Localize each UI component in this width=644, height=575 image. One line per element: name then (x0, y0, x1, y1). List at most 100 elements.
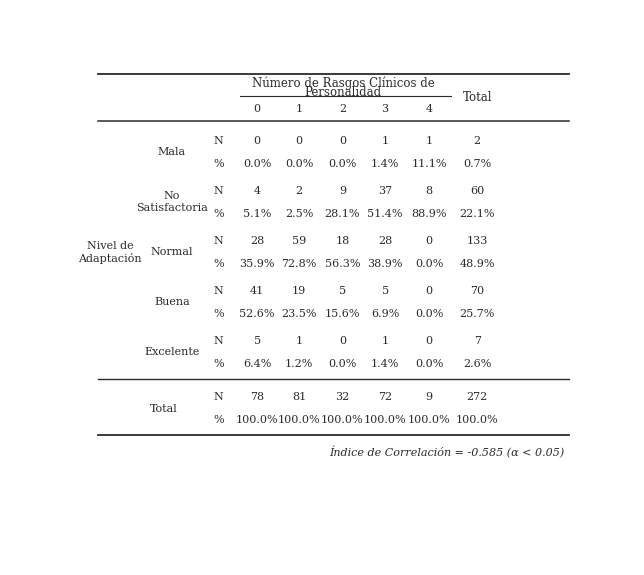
Text: Excelente: Excelente (144, 347, 200, 357)
Text: 22.1%: 22.1% (460, 209, 495, 218)
Text: 1.4%: 1.4% (371, 159, 399, 168)
Text: 72: 72 (378, 392, 392, 402)
Text: 52.6%: 52.6% (240, 309, 275, 319)
Text: 32: 32 (336, 392, 350, 402)
Text: N: N (214, 286, 223, 296)
Text: 28: 28 (378, 236, 392, 246)
Text: 38.9%: 38.9% (367, 259, 403, 269)
Text: 0: 0 (339, 336, 346, 346)
Text: 5: 5 (254, 336, 261, 346)
Text: 7: 7 (474, 336, 481, 346)
Text: 0: 0 (426, 336, 433, 346)
Text: 60: 60 (470, 186, 484, 196)
Text: 1: 1 (381, 336, 388, 346)
Text: 133: 133 (467, 236, 488, 246)
Text: %: % (213, 359, 223, 369)
Text: 0.0%: 0.0% (243, 159, 271, 168)
Text: 59: 59 (292, 236, 306, 246)
Text: 2.5%: 2.5% (285, 209, 313, 218)
Text: Mala: Mala (158, 147, 186, 157)
Text: Buena: Buena (154, 297, 190, 307)
Text: 9: 9 (339, 186, 346, 196)
Text: 2: 2 (339, 104, 346, 114)
Text: 72.8%: 72.8% (281, 259, 317, 269)
Text: 1: 1 (296, 336, 303, 346)
Text: 1.2%: 1.2% (285, 359, 313, 369)
Text: 8: 8 (426, 186, 433, 196)
Text: %: % (213, 309, 223, 319)
Text: 0.0%: 0.0% (415, 259, 444, 269)
Text: %: % (213, 209, 223, 218)
Text: Nivel de
Adaptación: Nivel de Adaptación (78, 241, 142, 264)
Text: 6.9%: 6.9% (371, 309, 399, 319)
Text: 1.4%: 1.4% (371, 359, 399, 369)
Text: %: % (213, 415, 223, 425)
Text: 51.4%: 51.4% (367, 209, 403, 218)
Text: 6.4%: 6.4% (243, 359, 271, 369)
Text: 81: 81 (292, 392, 306, 402)
Text: N: N (214, 236, 223, 246)
Text: Total: Total (150, 404, 178, 413)
Text: 0.0%: 0.0% (285, 159, 313, 168)
Text: 0: 0 (254, 104, 261, 114)
Text: 0.7%: 0.7% (463, 159, 491, 168)
Text: %: % (213, 159, 223, 168)
Text: No
Satisfactoria: No Satisfactoria (136, 191, 208, 213)
Text: 15.6%: 15.6% (325, 309, 360, 319)
Text: 100.0%: 100.0% (278, 415, 320, 425)
Text: N: N (214, 186, 223, 196)
Text: 0: 0 (296, 136, 303, 145)
Text: Índice de Correlación = -0.585 (α < 0.05): Índice de Correlación = -0.585 (α < 0.05… (330, 446, 565, 458)
Text: 78: 78 (250, 392, 264, 402)
Text: 28: 28 (250, 236, 264, 246)
Text: %: % (213, 259, 223, 269)
Text: Número de Rasgos Clínicos de: Número de Rasgos Clínicos de (252, 76, 435, 90)
Text: 0.0%: 0.0% (415, 359, 444, 369)
Text: 5.1%: 5.1% (243, 209, 271, 218)
Text: 28.1%: 28.1% (325, 209, 360, 218)
Text: 272: 272 (467, 392, 488, 402)
Text: 1: 1 (426, 136, 433, 145)
Text: 48.9%: 48.9% (460, 259, 495, 269)
Text: Normal: Normal (151, 247, 193, 257)
Text: 35.9%: 35.9% (240, 259, 275, 269)
Text: 2: 2 (296, 186, 303, 196)
Text: 23.5%: 23.5% (281, 309, 317, 319)
Text: 0: 0 (426, 236, 433, 246)
Text: N: N (214, 136, 223, 145)
Text: 4: 4 (426, 104, 433, 114)
Text: Total: Total (462, 91, 492, 104)
Text: 88.9%: 88.9% (412, 209, 447, 218)
Text: 3: 3 (381, 104, 388, 114)
Text: 1: 1 (381, 136, 388, 145)
Text: 100.0%: 100.0% (408, 415, 451, 425)
Text: 0.0%: 0.0% (415, 309, 444, 319)
Text: Personalidad: Personalidad (305, 86, 382, 98)
Text: 0: 0 (254, 136, 261, 145)
Text: 37: 37 (378, 186, 392, 196)
Text: 56.3%: 56.3% (325, 259, 360, 269)
Text: 5: 5 (339, 286, 346, 296)
Text: 100.0%: 100.0% (456, 415, 498, 425)
Text: 5: 5 (381, 286, 388, 296)
Text: N: N (214, 336, 223, 346)
Text: 100.0%: 100.0% (236, 415, 278, 425)
Text: 0: 0 (339, 136, 346, 145)
Text: 0: 0 (426, 286, 433, 296)
Text: 25.7%: 25.7% (460, 309, 495, 319)
Text: 4: 4 (254, 186, 261, 196)
Text: N: N (214, 392, 223, 402)
Text: 0.0%: 0.0% (328, 359, 357, 369)
Text: 9: 9 (426, 392, 433, 402)
Text: 41: 41 (250, 286, 264, 296)
Text: 2: 2 (474, 136, 481, 145)
Text: 70: 70 (470, 286, 484, 296)
Text: 0.0%: 0.0% (328, 159, 357, 168)
Text: 11.1%: 11.1% (412, 159, 447, 168)
Text: 18: 18 (336, 236, 350, 246)
Text: 1: 1 (296, 104, 303, 114)
Text: 100.0%: 100.0% (364, 415, 406, 425)
Text: 19: 19 (292, 286, 306, 296)
Text: 100.0%: 100.0% (321, 415, 364, 425)
Text: 2.6%: 2.6% (463, 359, 491, 369)
